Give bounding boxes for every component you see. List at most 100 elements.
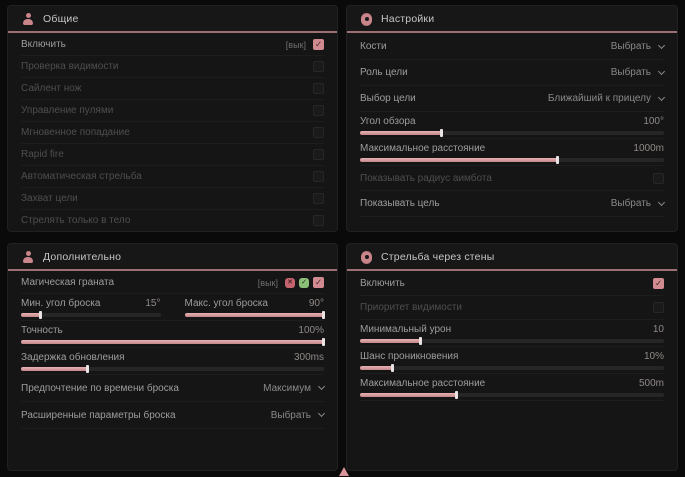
- pointer-marker-icon: [339, 467, 349, 476]
- slider-value: 90°: [308, 298, 324, 309]
- panel-additional: Дополнительно Магическая граната [вык] М…: [7, 243, 338, 471]
- chevron-down-icon: [317, 409, 326, 418]
- row-auto-shoot[interactable]: Автоматическая стрельба: [21, 166, 324, 188]
- row-label: Проверка видимости: [21, 61, 119, 72]
- row-label: Выбор цели: [360, 93, 416, 104]
- row-label: Роль цели: [360, 67, 408, 78]
- row-body-only[interactable]: Стрелять только в тело: [21, 210, 324, 231]
- row-wallbang-enable[interactable]: Включить: [360, 272, 664, 296]
- row-throw-angles: Мин. угол броска 15° Макс. угол броска 9…: [21, 294, 325, 321]
- panel-wallbang-header: Стрельба через стены: [347, 244, 677, 271]
- row-accuracy: Точность 100%: [21, 321, 325, 348]
- enable-checkbox[interactable]: [313, 39, 324, 50]
- slider-value: 100%: [298, 325, 324, 336]
- slider-value: 300ms: [293, 352, 324, 363]
- disabled-state-icon[interactable]: [285, 277, 295, 288]
- row-target-role: Роль цели Выбрать: [360, 60, 666, 86]
- keybind-label: [вык]: [285, 39, 306, 50]
- min-throw-angle-slider[interactable]: [21, 311, 161, 319]
- penetration-chance-slider[interactable]: [360, 364, 664, 372]
- panel-title: Общие: [43, 13, 79, 25]
- row-instant-hit[interactable]: Мгновенное попадание: [21, 122, 324, 144]
- row-label: Расширенные параметры броска: [21, 409, 176, 421]
- panel-title: Дополнительно: [43, 251, 122, 263]
- auto-shoot-checkbox[interactable]: [313, 171, 324, 182]
- enabled-state-icon[interactable]: [299, 277, 309, 288]
- row-silent-knife[interactable]: Сайлент нож: [21, 78, 324, 100]
- slider-value: 1000m: [633, 143, 664, 154]
- throw-time-preference-dropdown[interactable]: Максимум: [263, 382, 326, 394]
- row-label: Включить: [21, 39, 66, 50]
- target-lock-checkbox[interactable]: [313, 193, 324, 204]
- row-label: Показывать цель: [360, 198, 440, 209]
- wallbang-enable-checkbox[interactable]: [653, 278, 664, 289]
- visibility-check-checkbox[interactable]: [313, 61, 324, 72]
- panel-additional-header: Дополнительно: [8, 244, 337, 271]
- magic-grenade-checkbox[interactable]: [313, 277, 324, 288]
- row-fov: Угол обзора 100°: [360, 112, 664, 139]
- min-throw-angle: Мин. угол броска 15°: [21, 298, 161, 319]
- max-throw-angle-slider[interactable]: [184, 311, 325, 319]
- max-throw-angle: Макс. угол броска 90°: [184, 298, 325, 319]
- row-max-distance: Максимальное расстояние 1000m: [360, 139, 664, 166]
- row-target-lock[interactable]: Захват цели: [21, 188, 324, 210]
- silent-knife-checkbox[interactable]: [313, 83, 324, 94]
- slider-value: 10: [652, 324, 664, 335]
- target-role-dropdown[interactable]: Выбрать: [611, 67, 666, 78]
- dropdown-value: Максимум: [263, 382, 311, 394]
- show-aimbot-radius-checkbox[interactable]: [653, 172, 664, 184]
- row-label: Включить: [360, 278, 405, 289]
- row-label: Rapid fire: [21, 149, 64, 160]
- panel-general: Общие Включить [вык] Проверка видимости …: [7, 5, 338, 232]
- row-label: Шанс проникновения: [360, 351, 459, 362]
- row-label: Задержка обновления: [21, 352, 125, 363]
- row-penetration-chance: Шанс проникновения 10%: [360, 347, 664, 374]
- row-label: Точность: [21, 325, 63, 336]
- show-target-dropdown[interactable]: Выбрать: [610, 198, 666, 209]
- chevron-down-icon: [657, 67, 666, 75]
- row-wallbang-max-distance: Максимальное расстояние 500m: [360, 374, 664, 401]
- panel-settings: Настройки Кости Выбрать Роль цели Выбрат…: [346, 5, 678, 232]
- bones-dropdown[interactable]: Выбрать: [610, 41, 666, 52]
- row-label: Максимальное расстояние: [360, 143, 486, 154]
- fov-slider[interactable]: [360, 129, 664, 137]
- row-min-damage: Минимальный урон 10: [360, 320, 664, 347]
- row-enable[interactable]: Включить [вык]: [21, 34, 324, 56]
- panel-general-header: Общие: [8, 6, 337, 33]
- slider-value: 100°: [643, 116, 664, 127]
- body-only-checkbox[interactable]: [313, 215, 324, 226]
- row-target-select: Выбор цели Ближайший к прицелу: [360, 86, 666, 112]
- update-delay-slider[interactable]: [21, 365, 324, 373]
- advanced-throw-params-dropdown[interactable]: Выбрать: [271, 409, 326, 421]
- chevron-down-icon: [317, 382, 326, 391]
- row-label: Магическая граната: [21, 277, 115, 288]
- panel-title: Настройки: [381, 13, 435, 25]
- row-magic-grenade[interactable]: Магическая граната [вык]: [21, 272, 324, 294]
- row-visibility-priority[interactable]: Приоритет видимости: [360, 296, 664, 320]
- row-rapid-fire[interactable]: Rapid fire: [21, 144, 324, 166]
- dropdown-value: Выбрать: [610, 41, 651, 52]
- row-advanced-throw-params: Расширенные параметры броска Выбрать: [21, 402, 326, 429]
- panel-settings-header: Настройки: [347, 6, 677, 33]
- keybind-label: [вык]: [257, 277, 278, 288]
- row-show-aimbot-radius[interactable]: Показывать радиус аимбота: [360, 166, 664, 191]
- max-distance-slider[interactable]: [360, 156, 664, 164]
- dropdown-value: Выбрать: [610, 198, 651, 209]
- row-throw-time-preference: Предпочтение по времени броска Максимум: [21, 375, 326, 402]
- chevron-down-icon: [657, 41, 666, 49]
- rapid-fire-checkbox[interactable]: [313, 149, 324, 160]
- accuracy-slider[interactable]: [21, 338, 325, 346]
- row-label: Мин. угол броска: [21, 298, 101, 309]
- row-label: Автоматическая стрельба: [21, 171, 142, 182]
- target-select-dropdown[interactable]: Ближайший к прицелу: [548, 93, 666, 104]
- bullet-control-checkbox[interactable]: [313, 105, 324, 116]
- row-visibility-check[interactable]: Проверка видимости: [21, 56, 324, 78]
- row-label: Кости: [360, 41, 387, 52]
- visibility-priority-checkbox[interactable]: [653, 302, 664, 313]
- min-damage-slider[interactable]: [360, 337, 664, 345]
- row-bullet-control[interactable]: Управление пулями: [21, 100, 324, 122]
- wallbang-max-distance-slider[interactable]: [360, 391, 664, 399]
- person-icon: [22, 13, 34, 25]
- instant-hit-checkbox[interactable]: [313, 127, 324, 138]
- row-label: Захват цели: [21, 193, 78, 204]
